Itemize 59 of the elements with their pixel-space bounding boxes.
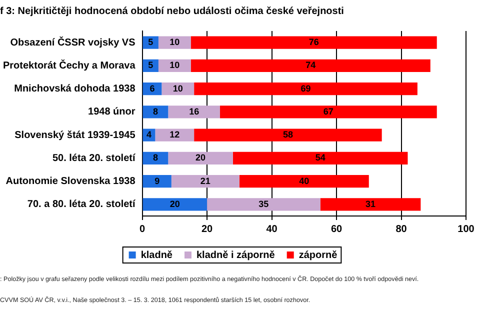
x-tick-label: 40 [266,224,278,235]
bar [320,198,421,211]
bar [171,174,240,188]
y-tick-label: 70. a 80. léta 20. století [27,199,136,210]
y-tick-label: Mnichovská dohoda 1938 [14,84,136,95]
data-label: 10 [170,37,180,48]
data-label: 16 [189,106,200,116]
data-label: 12 [170,130,180,140]
data-label: 35 [258,198,269,209]
x-tick-label: 0 [139,224,146,235]
data-label: 76 [308,37,319,48]
data-label: 10 [170,60,180,70]
bar [194,82,418,96]
data-label: 8 [152,106,158,116]
data-label: 9 [154,176,160,186]
data-label: 67 [323,106,334,116]
data-label: 40 [299,176,310,186]
legend-label: kladně [140,250,173,261]
y-tick-label: Slovenský štát 1939-1945 [14,130,136,141]
data-label: 10 [172,83,183,94]
data-label: 74 [306,60,316,70]
data-label: 58 [282,130,293,140]
bar [232,152,408,165]
data-label: 20 [170,198,180,209]
bar [142,106,168,118]
y-tick-label: 1948 únor [88,106,136,118]
bar [190,36,437,49]
data-label: 4 [146,130,152,140]
data-label: 54 [315,152,326,163]
data-label: 8 [152,152,158,163]
data-label: 69 [300,83,311,94]
bar [142,198,208,211]
x-tick-label: 20 [201,224,214,235]
bar [158,36,191,49]
bar [220,106,437,118]
bar [168,152,233,165]
x-tick-label: 80 [396,224,408,235]
data-label: 21 [200,176,210,186]
chart-title: f 3: Nejkritičtěji hodnocená období nebo události očima české veřejnosti [0,6,344,17]
legend-label: záporně [298,250,338,261]
legend-label: kladně i záporně [196,250,276,261]
bar [239,174,369,188]
y-tick-label: Obsazení ČSSR vojsky VS [10,36,136,48]
bar [168,106,220,118]
data-label: 5 [148,60,154,70]
bar [190,59,430,72]
bar [155,128,194,142]
x-tick-label: 60 [330,224,343,235]
data-label: 20 [196,152,206,163]
y-tick-label: Protektorát Čechy a Morava [2,59,136,72]
data-label: 31 [365,198,376,209]
x-tick-label: 100 [458,224,475,235]
data-label: 6 [150,83,155,94]
data-label: 5 [148,37,154,48]
bar [142,174,172,188]
bar [194,128,382,142]
y-tick-label: Autonomie Slovenska 1938 [6,176,136,188]
bar [207,198,320,211]
y-tick-label: 50. léta 20. století [52,152,136,164]
